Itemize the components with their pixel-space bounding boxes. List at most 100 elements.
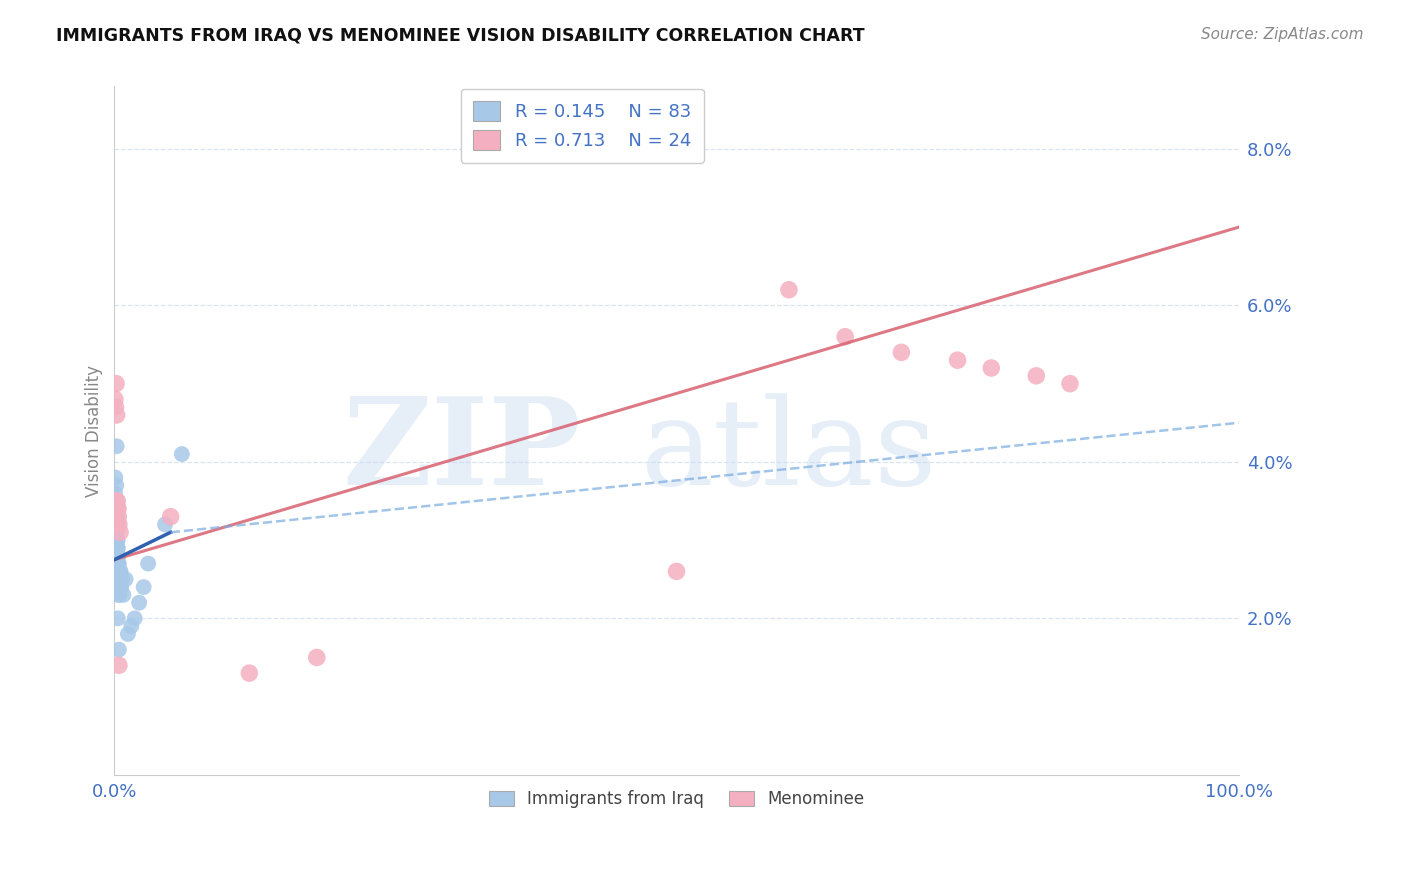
Point xyxy=(153,517,176,532)
Point xyxy=(107,549,129,563)
Text: atlas: atlas xyxy=(641,392,938,509)
Point xyxy=(107,557,129,571)
Point xyxy=(104,533,127,548)
Point xyxy=(105,533,128,548)
Point xyxy=(238,666,260,681)
Point xyxy=(1059,376,1081,391)
Point xyxy=(108,572,131,586)
Point xyxy=(120,619,142,633)
Point xyxy=(105,541,128,555)
Point xyxy=(104,392,127,407)
Point xyxy=(108,557,131,571)
Point xyxy=(104,565,127,579)
Point xyxy=(107,565,129,579)
Point xyxy=(105,408,128,422)
Point xyxy=(107,533,129,548)
Point xyxy=(104,557,127,571)
Point xyxy=(117,627,139,641)
Point xyxy=(105,557,128,571)
Point xyxy=(124,611,146,625)
Point xyxy=(778,283,800,297)
Point xyxy=(105,549,128,563)
Point xyxy=(108,565,131,579)
Point xyxy=(105,509,128,524)
Point xyxy=(980,361,1002,376)
Point xyxy=(112,588,135,602)
Point xyxy=(104,470,127,484)
Point xyxy=(104,517,127,532)
Point xyxy=(104,400,127,414)
Point xyxy=(834,329,856,343)
Point xyxy=(105,501,128,516)
Point xyxy=(104,501,127,516)
Point xyxy=(105,572,128,586)
Legend: Immigrants from Iraq, Menominee: Immigrants from Iraq, Menominee xyxy=(482,783,870,814)
Point xyxy=(105,501,128,516)
Point xyxy=(105,439,128,453)
Point xyxy=(108,580,131,594)
Point xyxy=(108,658,131,673)
Point xyxy=(104,494,127,508)
Point xyxy=(107,572,129,586)
Point xyxy=(110,580,132,594)
Point xyxy=(107,517,129,532)
Point xyxy=(105,517,128,532)
Point xyxy=(105,565,128,579)
Point xyxy=(105,557,128,571)
Point xyxy=(105,541,128,555)
Point xyxy=(107,549,129,563)
Point xyxy=(105,572,128,586)
Text: ZIP: ZIP xyxy=(343,392,581,510)
Point xyxy=(104,572,127,586)
Point xyxy=(108,642,131,657)
Point xyxy=(128,596,150,610)
Point xyxy=(105,494,128,508)
Point xyxy=(104,486,127,500)
Point xyxy=(107,549,129,563)
Point xyxy=(110,580,132,594)
Point xyxy=(665,565,688,579)
Point xyxy=(104,509,127,524)
Point xyxy=(104,541,127,555)
Point xyxy=(105,501,128,516)
Point xyxy=(104,572,127,586)
Point xyxy=(105,533,128,548)
Point xyxy=(104,494,127,508)
Point xyxy=(105,549,128,563)
Point xyxy=(108,517,131,532)
Point xyxy=(104,580,127,594)
Point xyxy=(104,533,127,548)
Point xyxy=(111,572,134,586)
Point xyxy=(105,494,128,508)
Point xyxy=(110,565,132,579)
Point xyxy=(104,525,127,540)
Point xyxy=(107,509,129,524)
Point xyxy=(107,588,129,602)
Point xyxy=(105,541,128,555)
Point xyxy=(105,565,128,579)
Point xyxy=(105,517,128,532)
Point xyxy=(107,541,129,555)
Point xyxy=(108,525,131,540)
Point xyxy=(105,494,128,508)
Y-axis label: Vision Disability: Vision Disability xyxy=(86,365,103,497)
Point xyxy=(890,345,912,359)
Point xyxy=(107,580,129,594)
Point xyxy=(132,580,155,594)
Point xyxy=(107,611,129,625)
Point xyxy=(107,580,129,594)
Point xyxy=(946,353,969,368)
Point xyxy=(107,501,129,516)
Point xyxy=(105,525,128,540)
Text: IMMIGRANTS FROM IRAQ VS MENOMINEE VISION DISABILITY CORRELATION CHART: IMMIGRANTS FROM IRAQ VS MENOMINEE VISION… xyxy=(56,27,865,45)
Point xyxy=(114,572,136,586)
Point xyxy=(104,549,127,563)
Point xyxy=(136,557,159,571)
Point xyxy=(105,478,128,492)
Point xyxy=(1025,368,1047,383)
Point xyxy=(105,549,128,563)
Point xyxy=(105,376,128,391)
Point xyxy=(105,525,128,540)
Point xyxy=(305,650,328,665)
Point xyxy=(107,565,129,579)
